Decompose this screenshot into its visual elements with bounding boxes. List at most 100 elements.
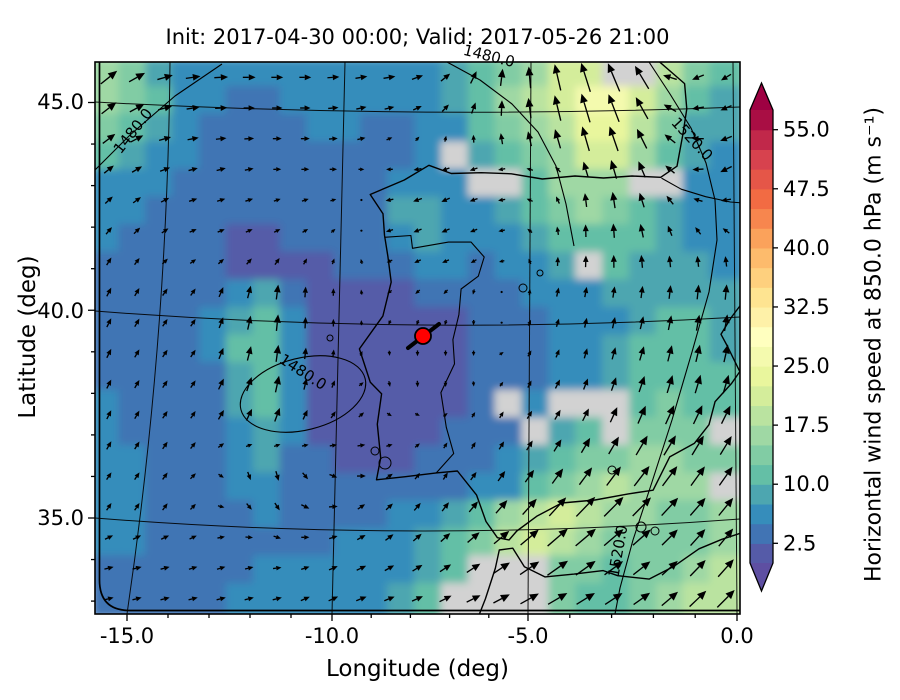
wind-arrow-shaft (217, 505, 221, 508)
wind-arrow-shaft (216, 199, 221, 202)
wind-arrow-shaft (611, 323, 615, 329)
wind-arrow-shaft (639, 73, 650, 90)
wind-arrow-head (106, 287, 112, 294)
wind-arrow-shaft (134, 353, 138, 358)
wind-arrow-shaft (272, 598, 277, 601)
wind-arrow-head (415, 106, 422, 111)
wind-arrow-head (470, 501, 478, 509)
wind-arrow-shaft (106, 507, 110, 511)
wind-arrow-head (303, 566, 310, 571)
wind-arrow-shaft (669, 200, 674, 205)
wind-arrow-head (302, 286, 308, 293)
wind-arrow-head (471, 532, 480, 541)
wind-arrow-shaft (669, 76, 677, 81)
wind-arrow-shaft (613, 199, 616, 209)
wind-arrow-head (696, 560, 706, 570)
wind-arrow-head (722, 405, 731, 416)
wind-arrow-head (302, 258, 308, 264)
wind-arrow-shaft (611, 353, 615, 360)
wind-arrow-head (359, 382, 364, 387)
wind-arrow-head (695, 255, 701, 263)
wind-arrow-head (583, 286, 589, 294)
wind-arrow-shaft (415, 139, 418, 142)
wind-arrow-head (190, 503, 196, 509)
wind-arrow-head (386, 167, 391, 172)
wind-arrow-shaft (188, 199, 193, 202)
wind-arrow-shaft (610, 384, 615, 391)
wind-arrow-head (554, 439, 562, 448)
wind-arrow-head (552, 95, 561, 105)
wind-arrow-shaft (698, 106, 704, 109)
wind-arrow-shaft (246, 383, 250, 392)
wind-arrow-shaft (528, 75, 532, 89)
wind-arrow-shaft (190, 292, 194, 296)
wind-arrow-shaft (612, 292, 615, 298)
wind-arrow-shaft (189, 506, 193, 510)
wind-arrow-head (415, 502, 421, 509)
wind-arrow-shaft (555, 323, 559, 327)
wind-arrow-shaft (247, 471, 250, 476)
wind-arrow-shaft (190, 415, 194, 419)
wind-arrow-shaft (218, 473, 221, 476)
wind-arrow-head (724, 559, 734, 569)
wind-arrow-shaft (501, 139, 504, 145)
wind-arrow-head (443, 73, 451, 80)
colorbar-tick-label: 47.5 (783, 177, 830, 201)
wind-arrow-head (443, 135, 448, 141)
wind-arrow-head (219, 443, 225, 448)
wind-arrow-head (641, 497, 652, 507)
wind-arrow-head (725, 589, 735, 600)
wind-arrow-head (586, 560, 596, 570)
wind-arrow-head (162, 380, 168, 387)
wind-arrow-shaft (632, 534, 645, 546)
wind-arrow-head (470, 71, 477, 80)
wind-arrow-shaft (188, 567, 193, 570)
wind-arrow-shaft (247, 322, 250, 330)
colorbar-band (750, 425, 773, 446)
wind-arrow-head (248, 105, 255, 111)
coastlines (98, 62, 740, 614)
wind-arrow-head (610, 436, 619, 447)
wind-arrow-head (218, 317, 224, 325)
wind-arrow-head (387, 351, 392, 356)
wind-arrow-head (107, 596, 114, 602)
wind-arrow-head (694, 405, 703, 416)
wind-arrow-shaft (526, 415, 530, 419)
wind-arrow-shaft (446, 197, 451, 201)
x-axis-label: Longitude (deg) (325, 656, 509, 682)
wind-arrow-head (331, 228, 336, 233)
wind-arrow-shaft (385, 537, 390, 541)
wind-arrow-shaft (216, 168, 221, 172)
wind-arrow-head (498, 471, 506, 479)
wind-arrow-head (554, 468, 564, 479)
wind-arrow-shaft (134, 384, 138, 389)
geopotential-contours (95, 62, 718, 614)
wind-arrow-head (247, 167, 254, 172)
wind-arrow-shaft (439, 567, 446, 573)
wind-arrow-head (610, 377, 617, 386)
wind-arrow-shaft (162, 476, 166, 480)
wind-arrow-shaft (639, 353, 643, 361)
wind-arrow-head (219, 535, 225, 540)
wind-arrow-head (613, 561, 624, 570)
wind-arrow-shaft (493, 597, 503, 604)
wind-arrow-shaft (217, 230, 221, 233)
wind-arrow-head (134, 227, 141, 234)
wind-arrow-shaft (302, 230, 305, 233)
wind-arrow-head (582, 161, 590, 171)
wind-arrow-head (135, 535, 142, 540)
wind-arrow-head (663, 74, 672, 81)
wind-arrow-shaft (719, 443, 728, 455)
wind-arrow-head (555, 256, 561, 263)
wind-arrow-shaft (718, 473, 728, 486)
wind-arrow-head (500, 594, 510, 603)
wind-arrow-head (498, 228, 504, 233)
wind-arrow-head (387, 473, 393, 479)
wind-arrow-shaft (471, 415, 474, 418)
wind-arrow-shaft (469, 77, 475, 84)
wind-arrow-shaft (663, 442, 672, 456)
minor-contour-ring (518, 283, 528, 293)
wind-arrow-dot (360, 198, 363, 202)
wind-arrow-head (302, 409, 308, 417)
speed-cell (709, 582, 740, 614)
